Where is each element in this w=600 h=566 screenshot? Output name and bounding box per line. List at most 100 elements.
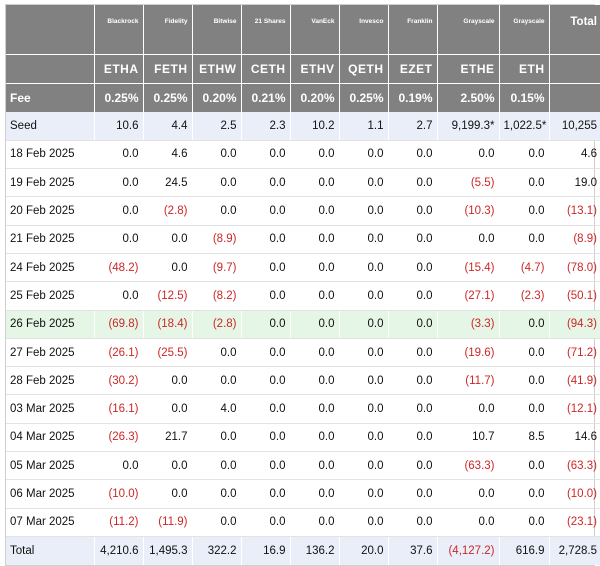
flow-cell: 0.0 <box>339 168 389 198</box>
flow-cell: 0.0 <box>437 479 500 509</box>
row-total-cell: (13.1) <box>549 196 600 226</box>
row-total-cell: (23.1) <box>549 508 600 537</box>
ticker-header: ETHA <box>94 54 144 84</box>
flow-cell: 0.0 <box>339 479 389 509</box>
flow-cell: (10.0) <box>94 479 144 509</box>
flow-cell: 0.0 <box>499 196 550 226</box>
table-row: 07 Mar 2025 (11.2) (11.9) 0.0 0.0 0.0 0.0 0.0 0.… <box>6 508 600 537</box>
flow-cell: 0.0 <box>339 451 389 481</box>
ticker-header: ETHV <box>290 54 340 84</box>
issuer-header: Grayscale <box>437 5 500 55</box>
flow-cell: 0.0 <box>388 196 438 226</box>
flow-cell: 0.0 <box>388 140 438 170</box>
issuer-header: Invesco <box>339 5 389 55</box>
issuer-header: Bitwise <box>192 5 242 55</box>
flow-cell: 0.0 <box>290 366 340 396</box>
flow-cell: (10.3) <box>437 196 500 226</box>
flow-cell: 0.0 <box>192 451 242 481</box>
row-label: 25 Feb 2025 <box>6 281 95 311</box>
flow-cell: 0.0 <box>192 366 242 396</box>
flow-cell: 0.0 <box>290 310 340 339</box>
row-label: 07 Mar 2025 <box>6 508 95 537</box>
ticker-header: QETH <box>339 54 389 84</box>
table-row: 24 Feb 2025 (48.2) 0.0 (9.7) 0.0 0.0 0.0 0.0 (15… <box>6 253 600 283</box>
flow-cell: 0.0 <box>388 338 438 368</box>
flow-cell: 0.0 <box>192 508 242 537</box>
row-total-cell: 14.6 <box>549 423 600 453</box>
flow-cell: 2.3 <box>241 112 291 141</box>
flow-cell: (15.4) <box>437 253 500 283</box>
row-label: 03 Mar 2025 <box>6 394 95 424</box>
table-row: 21 Feb 2025 0.0 0.0 (8.9) 0.0 0.0 0.0 0.0 0.0 0.0… <box>6 225 600 254</box>
flow-cell: 4.0 <box>192 394 242 424</box>
total-row: Total 4,210.6 1,495.3 322.2 16.9 136.2 20.0 37.… <box>6 536 600 565</box>
row-label: 05 Mar 2025 <box>6 451 95 481</box>
flow-cell: 0.0 <box>339 225 389 254</box>
table-row: 26 Feb 2025 (69.8) (18.4) (2.8) 0.0 0.0 0.0 0.0… <box>6 310 600 339</box>
flow-cell: 0.0 <box>241 225 291 254</box>
flow-cell: 0.0 <box>192 140 242 170</box>
fee-value: 0.21% <box>241 83 291 112</box>
flow-cell: 0.0 <box>339 338 389 368</box>
table-row: 06 Mar 2025 (10.0) 0.0 0.0 0.0 0.0 0.0 0.0 0.0 0.… <box>6 479 600 509</box>
row-total-cell: (63.3) <box>549 451 600 481</box>
row-label: 28 Feb 2025 <box>6 366 95 396</box>
row-total-cell: (94.3) <box>549 310 600 339</box>
ticker-header: ETHE <box>437 54 500 84</box>
flow-cell: 0.0 <box>290 196 340 226</box>
issuer-header: Blackrock <box>94 5 144 55</box>
row-total-cell: 10,255 <box>549 112 600 141</box>
ticker-header: CETH <box>241 54 291 84</box>
flow-cell: (11.7) <box>437 366 500 396</box>
flow-cell: 0.0 <box>143 479 193 509</box>
flow-cell: 0.0 <box>94 451 144 481</box>
issuer-header-row: Blackrock Fidelity Bitwise 21 Shares Van… <box>6 5 600 55</box>
flow-cell: (19.6) <box>437 338 500 368</box>
flow-cell: 0.0 <box>241 168 291 198</box>
table-row: 03 Mar 2025 (16.1) 0.0 4.0 0.0 0.0 0.0 0.0 0.0 0.… <box>6 394 600 424</box>
flow-cell: 0.0 <box>339 253 389 283</box>
flow-cell: 0.0 <box>437 508 500 537</box>
flow-cell: 0.0 <box>290 394 340 424</box>
flow-cell: 0.0 <box>388 479 438 509</box>
flow-cell: (11.9) <box>143 508 193 537</box>
flow-cell: (4.7) <box>499 253 550 283</box>
flow-cell: (3.3) <box>437 310 500 339</box>
flow-cell: 4,210.6 <box>94 536 144 565</box>
flow-cell: 0.0 <box>241 423 291 453</box>
flow-cell: 0.0 <box>339 508 389 537</box>
flow-cell: 0.0 <box>290 168 340 198</box>
row-total-cell: 2,728.5 <box>558 544 597 557</box>
flow-cell: (12.5) <box>143 281 193 311</box>
table-row: 19 Feb 2025 0.0 24.5 0.0 0.0 0.0 0.0 0.0 (5.5) 0.… <box>6 168 600 198</box>
flow-cell: 0.0 <box>241 140 291 170</box>
flow-cell: 0.0 <box>339 366 389 396</box>
fee-value: 0.19% <box>388 83 438 112</box>
flow-cell: (63.3) <box>437 451 500 481</box>
flow-cell: 8.5 <box>499 423 550 453</box>
flow-cell: 10.6 <box>94 112 144 141</box>
flow-cell: 0.0 <box>290 508 340 537</box>
table-body: Seed 10.6 4.4 2.5 2.3 10.2 1.1 2.7 9,199.3* 1,022… <box>6 112 600 565</box>
flow-cell: 2.5 <box>192 112 242 141</box>
row-label: 19 Feb 2025 <box>6 168 95 198</box>
flow-cell: (2.8) <box>143 196 193 226</box>
ticker-header: ETHW <box>192 54 242 84</box>
ticker-header: FETH <box>143 54 193 84</box>
table-row: 04 Mar 2025 (26.3) 21.7 0.0 0.0 0.0 0.0 0.0 10.7… <box>6 423 600 453</box>
flow-cell: 0.0 <box>241 508 291 537</box>
ticker-header-row: ETHA FETH ETHW CETH ETHV QETH EZET ETHE … <box>6 54 600 84</box>
flow-cell: 0.0 <box>437 140 500 170</box>
flow-cell: 0.0 <box>388 253 438 283</box>
flow-cell: (18.4) <box>143 310 193 339</box>
flow-cell: 0.0 <box>290 140 340 170</box>
flow-cell: 0.0 <box>388 366 438 396</box>
flow-cell: 0.0 <box>437 394 500 424</box>
flow-cell: 4.4 <box>143 112 193 141</box>
flow-cell: 24.5 <box>143 168 193 198</box>
fee-value: 0.25% <box>339 83 389 112</box>
row-label: 20 Feb 2025 <box>6 196 95 226</box>
flow-cell: 0.0 <box>192 338 242 368</box>
flow-cell: 0.0 <box>192 423 242 453</box>
flow-cell: 0.0 <box>241 366 291 396</box>
